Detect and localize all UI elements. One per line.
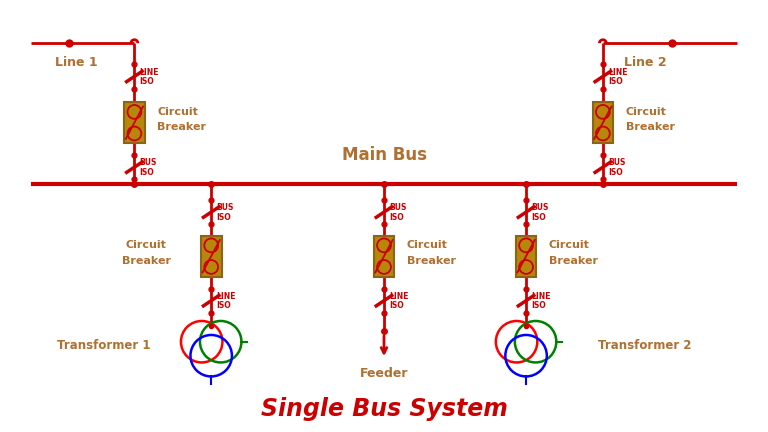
- Text: BUS: BUS: [608, 159, 625, 167]
- Text: Breaker: Breaker: [121, 256, 170, 266]
- Text: Breaker: Breaker: [549, 256, 598, 266]
- Text: ISO: ISO: [389, 213, 404, 222]
- Text: Line 2: Line 2: [624, 56, 667, 69]
- Text: ISO: ISO: [217, 213, 231, 222]
- Text: ISO: ISO: [140, 77, 154, 86]
- Bar: [124, 102, 144, 143]
- Text: Circuit: Circuit: [626, 107, 667, 117]
- Text: BUS: BUS: [531, 203, 548, 212]
- Text: BUS: BUS: [389, 203, 406, 212]
- Bar: [200, 236, 221, 277]
- Text: LINE: LINE: [531, 292, 551, 301]
- Text: Line 1: Line 1: [55, 56, 98, 69]
- Text: LINE: LINE: [389, 292, 409, 301]
- Bar: [593, 102, 613, 143]
- Text: LINE: LINE: [140, 68, 159, 76]
- Text: ISO: ISO: [389, 302, 404, 310]
- Text: Circuit: Circuit: [126, 240, 167, 251]
- Text: Breaker: Breaker: [626, 122, 674, 133]
- Text: BUS: BUS: [217, 203, 233, 212]
- Text: Transformer 2: Transformer 2: [598, 339, 692, 352]
- Text: LINE: LINE: [608, 68, 627, 76]
- Bar: [516, 236, 537, 277]
- Text: ISO: ISO: [140, 168, 154, 177]
- Bar: [373, 236, 395, 277]
- Text: Feeder: Feeder: [359, 367, 409, 380]
- Text: Breaker: Breaker: [157, 122, 206, 133]
- Text: ISO: ISO: [531, 213, 546, 222]
- Text: Main Bus: Main Bus: [342, 146, 426, 164]
- Text: ISO: ISO: [217, 302, 231, 310]
- Text: Circuit: Circuit: [549, 240, 590, 251]
- Text: ISO: ISO: [531, 302, 546, 310]
- Text: ISO: ISO: [608, 77, 623, 86]
- Text: Breaker: Breaker: [407, 256, 455, 266]
- Text: ISO: ISO: [608, 168, 623, 177]
- Text: Transformer 1: Transformer 1: [57, 339, 151, 352]
- Text: Circuit: Circuit: [407, 240, 448, 251]
- Text: Circuit: Circuit: [157, 107, 198, 117]
- Text: LINE: LINE: [217, 292, 236, 301]
- Text: Single Bus System: Single Bus System: [260, 397, 508, 421]
- Text: BUS: BUS: [140, 159, 157, 167]
